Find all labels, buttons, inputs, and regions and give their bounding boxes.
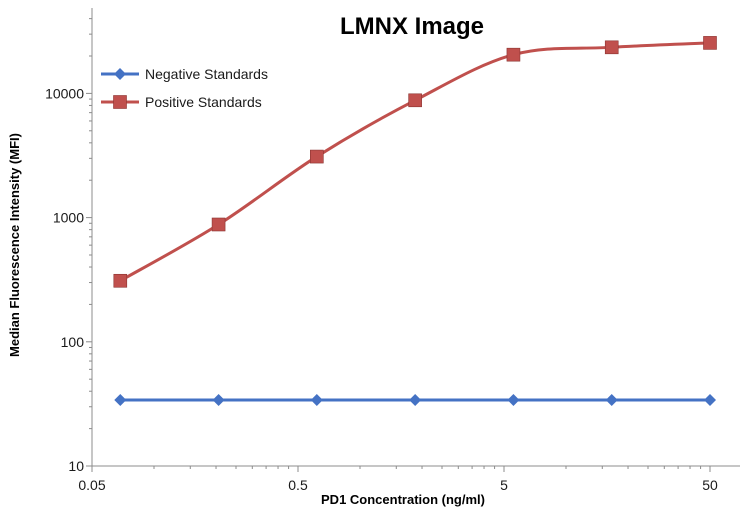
data-point-negative-standards bbox=[704, 393, 716, 406]
data-point-positive-standards bbox=[506, 47, 521, 62]
y-tick-label: 10000 bbox=[45, 85, 84, 101]
data-point-positive-standards bbox=[113, 273, 128, 288]
legend-marker-negative-standards bbox=[114, 68, 126, 80]
x-tick-label: 0.5 bbox=[288, 477, 308, 493]
data-point-positive-standards bbox=[408, 93, 422, 108]
data-point-negative-standards bbox=[310, 393, 323, 406]
data-point-positive-standards bbox=[604, 40, 619, 55]
data-point-negative-standards bbox=[605, 393, 618, 406]
y-tick-label: 1000 bbox=[53, 210, 84, 226]
y-axis-title: Median Fluorescence Intensity (MFI) bbox=[7, 133, 22, 357]
data-point-positive-standards bbox=[211, 217, 226, 232]
series-group bbox=[113, 36, 717, 406]
data-point-negative-standards bbox=[409, 393, 422, 406]
x-tick-label: 5 bbox=[500, 477, 508, 493]
chart-title: LMNX Image bbox=[340, 13, 484, 40]
data-point-negative-standards bbox=[114, 393, 127, 406]
y-tick-label: 100 bbox=[61, 334, 85, 350]
legend: Negative Standards Positive Standards bbox=[101, 66, 268, 110]
data-point-negative-standards bbox=[507, 393, 520, 406]
legend-label-positive-standards: Positive Standards bbox=[145, 94, 262, 110]
x-tick-label: 50 bbox=[702, 477, 718, 493]
data-point-negative-standards bbox=[212, 393, 225, 406]
data-point-positive-standards bbox=[703, 36, 717, 50]
legend-marker-positive-standards bbox=[113, 95, 127, 109]
axes: 10 100 1000 10000 0.05 0.5 5 50 bbox=[45, 8, 740, 493]
x-tick-label: 0.05 bbox=[78, 477, 105, 493]
data-point-positive-standards bbox=[310, 149, 324, 164]
y-tick-label: 10 bbox=[68, 458, 84, 474]
x-axis-title: PD1 Concentration (ng/ml) bbox=[321, 492, 485, 507]
legend-label-negative-standards: Negative Standards bbox=[145, 66, 268, 82]
